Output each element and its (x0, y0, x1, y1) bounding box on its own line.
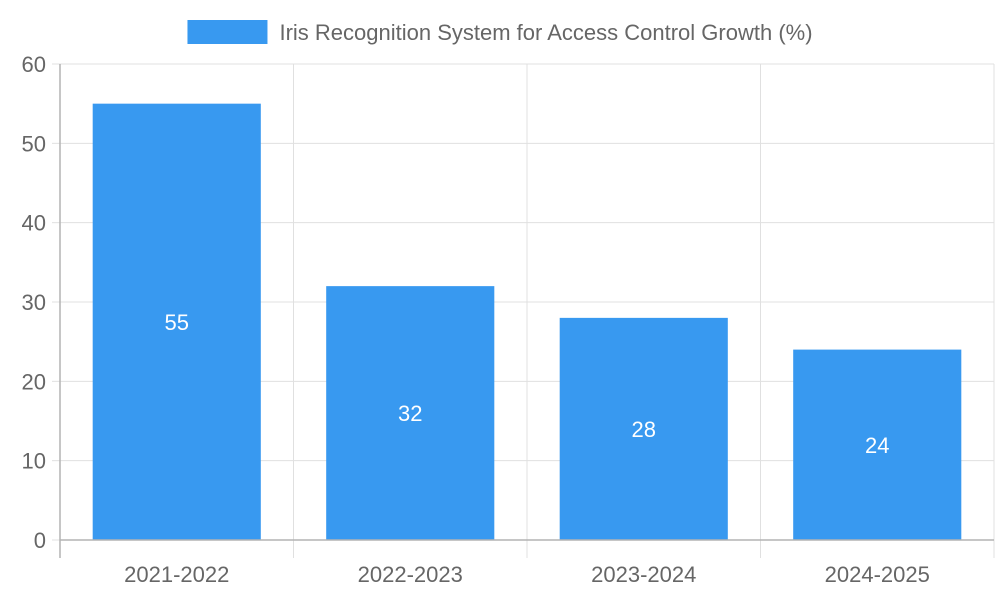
y-tick-label: 10 (22, 449, 46, 474)
data-label: 32 (398, 401, 422, 426)
x-tick-label: 2022-2023 (358, 562, 463, 587)
data-label: 28 (632, 417, 656, 442)
bars (92, 103, 962, 541)
legend-swatch[interactable] (187, 20, 268, 44)
y-tick-label: 40 (22, 211, 46, 236)
y-tick-label: 20 (22, 369, 46, 394)
x-tick-label: 2023-2024 (591, 562, 696, 587)
legend[interactable]: Iris Recognition System for Access Contr… (187, 20, 813, 45)
legend-label[interactable]: Iris Recognition System for Access Contr… (279, 20, 812, 45)
bar[interactable] (92, 103, 261, 541)
y-tick-label: 30 (22, 290, 46, 315)
x-tick-label: 2024-2025 (825, 562, 930, 587)
data-label: 55 (165, 310, 189, 335)
data-label: 24 (865, 433, 889, 458)
y-tick-label: 60 (22, 52, 46, 77)
bar[interactable] (326, 286, 495, 540)
y-tick-label: 50 (22, 131, 46, 156)
x-tick-label: 2021-2022 (124, 562, 229, 587)
labels: 0 10 20 30 40 50 60 55 2021-2022 32 2022-2023 28 202… (22, 52, 930, 587)
bar[interactable] (793, 349, 962, 540)
bar[interactable] (559, 317, 728, 540)
y-tick-label: 0 (34, 528, 46, 553)
axes (52, 63, 995, 558)
